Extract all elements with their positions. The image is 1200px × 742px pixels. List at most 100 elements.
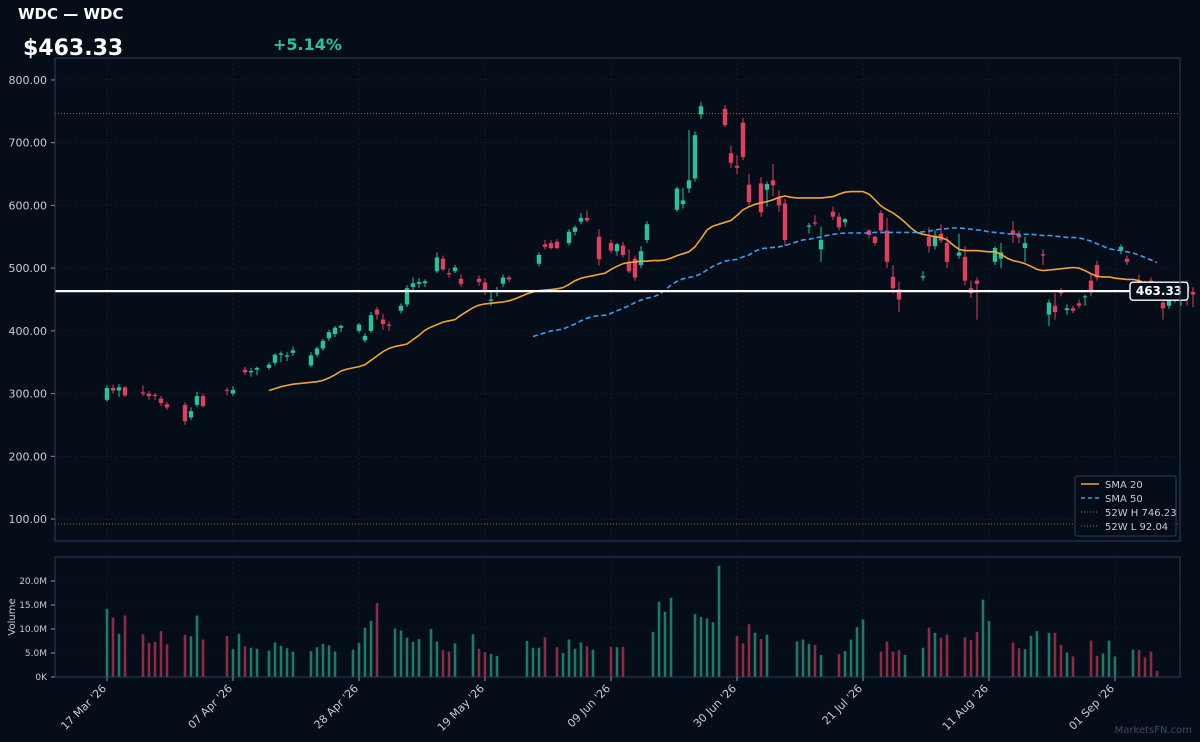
volume-bar <box>417 639 421 677</box>
volume-bar <box>1047 632 1051 677</box>
volume-tick-label: 5.0M <box>25 649 47 659</box>
candle-body <box>398 305 404 311</box>
candle-body <box>290 350 296 353</box>
candle-body <box>1118 246 1124 251</box>
volume-bar <box>579 642 583 677</box>
volume-bar <box>429 629 433 677</box>
volume-bar <box>1155 670 1159 677</box>
candle-body <box>242 369 248 373</box>
candle-body <box>194 396 200 405</box>
volume-bar <box>747 624 751 677</box>
volume-bar <box>1149 651 1153 677</box>
volume-tick-label: 10.0M <box>19 625 47 635</box>
volume-bar <box>285 648 289 677</box>
candle-body <box>500 277 506 284</box>
candle-body <box>548 243 554 249</box>
candle-body <box>926 236 932 247</box>
volume-bar <box>267 650 271 677</box>
volume-bar <box>1059 644 1063 677</box>
candle-body <box>932 235 938 247</box>
candle-body <box>584 217 590 221</box>
volume-bar <box>333 651 337 677</box>
candle-body <box>974 280 980 284</box>
candle-body <box>1010 230 1016 235</box>
volume-tick-label: 0K <box>35 673 48 683</box>
price-tick-label: 800.00 <box>9 74 48 87</box>
candle-body <box>506 277 512 280</box>
candle-body <box>644 224 650 240</box>
current-price-tag <box>1129 281 1189 301</box>
candle-body <box>608 243 614 251</box>
volume-bar <box>615 647 619 677</box>
candle-body <box>944 243 950 262</box>
volume-bar <box>891 651 895 677</box>
volume-bar <box>435 641 439 677</box>
volume-bar <box>447 651 451 677</box>
candle-body <box>770 180 776 186</box>
volume-bar <box>561 653 565 677</box>
volume-bar <box>147 642 151 677</box>
legend-box <box>1074 475 1177 537</box>
candle-body <box>374 309 380 315</box>
candle-body <box>314 348 320 355</box>
candle-body <box>452 267 458 272</box>
candle-body <box>686 180 692 189</box>
candle-body <box>308 355 314 366</box>
volume-bar <box>651 631 655 677</box>
candle-body <box>116 387 122 391</box>
volume-bar <box>237 633 241 677</box>
volume-bar <box>105 608 109 677</box>
price-change: +5.14% <box>273 35 342 54</box>
candle-body <box>158 398 164 403</box>
volume-axis-label: Volume <box>7 598 18 635</box>
volume-bar <box>183 634 187 677</box>
volume-bar <box>1035 630 1039 677</box>
volume-bar <box>1011 642 1015 677</box>
candle-body <box>110 387 116 391</box>
volume-bar <box>1113 656 1117 677</box>
volume-bar <box>1089 640 1093 677</box>
volume-bar <box>927 627 931 677</box>
volume-bar <box>753 632 757 677</box>
volume-bar <box>717 565 721 677</box>
volume-bar <box>621 646 625 677</box>
current-price: $463.33 <box>23 36 123 61</box>
candle-body <box>368 315 374 331</box>
candle-body <box>818 239 824 250</box>
candle-body <box>998 252 1004 259</box>
volume-bar <box>117 633 121 677</box>
volume-bar <box>399 630 403 677</box>
candle-body <box>698 106 704 115</box>
candle-body <box>224 389 230 391</box>
volume-bar <box>393 628 397 677</box>
candle-body <box>614 244 620 252</box>
volume-bar <box>735 635 739 677</box>
candle-body <box>362 335 368 341</box>
candle-body <box>446 273 452 275</box>
legend-label-52w-high: 52W H 746.23 <box>1105 508 1176 519</box>
candle-body <box>1124 258 1130 262</box>
candle-body <box>1016 234 1022 238</box>
volume-bar <box>111 617 115 677</box>
candle-body <box>326 332 332 339</box>
candle-body <box>890 276 896 289</box>
candle-body <box>1160 302 1166 309</box>
volume-bar <box>1107 640 1111 677</box>
sma50-line <box>532 227 1158 338</box>
candle-body <box>572 227 578 232</box>
candle-body <box>782 203 788 240</box>
volume-bar <box>795 641 799 677</box>
candle-body <box>1040 254 1046 256</box>
candle-body <box>674 188 680 210</box>
volume-bar <box>987 620 991 677</box>
candle-body <box>422 281 428 284</box>
candle-body <box>482 282 488 292</box>
price-tick-label: 100.00 <box>9 513 48 526</box>
volume-bar <box>243 646 247 677</box>
volume-bar <box>489 653 493 677</box>
volume-panel-border <box>54 556 1181 678</box>
candle-body <box>380 319 386 324</box>
volume-bar <box>369 620 373 677</box>
volume-bar <box>885 641 889 677</box>
